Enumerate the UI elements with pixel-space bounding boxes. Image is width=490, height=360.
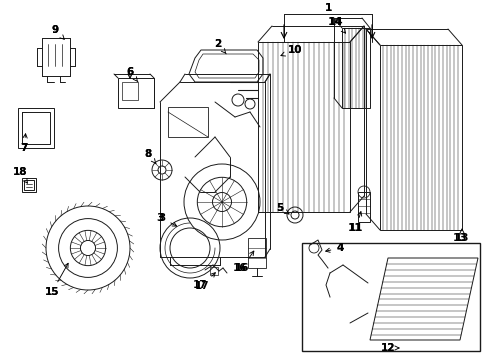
Text: 13: 13 <box>455 229 469 243</box>
Text: 12: 12 <box>381 343 395 353</box>
Text: 15: 15 <box>45 263 68 297</box>
Text: 7: 7 <box>20 143 28 153</box>
Text: 14: 14 <box>329 17 345 33</box>
Text: 15: 15 <box>45 287 59 297</box>
Text: 16: 16 <box>233 263 247 273</box>
Text: 3: 3 <box>156 213 164 223</box>
Text: 8: 8 <box>145 149 156 164</box>
Text: 11: 11 <box>349 212 363 233</box>
Text: 9: 9 <box>51 25 64 39</box>
Text: 8: 8 <box>145 149 151 159</box>
Text: 14: 14 <box>328 17 343 27</box>
Text: 17: 17 <box>193 280 207 290</box>
Bar <box>258 42 350 212</box>
Text: 7: 7 <box>20 134 28 153</box>
Text: 5: 5 <box>276 203 284 213</box>
Bar <box>118 78 154 108</box>
Text: 2: 2 <box>215 39 226 54</box>
Text: 4: 4 <box>326 243 343 253</box>
Bar <box>302 243 480 351</box>
Bar <box>210 267 218 275</box>
Text: 4: 4 <box>336 243 343 253</box>
Text: 11: 11 <box>348 223 362 233</box>
Text: 10: 10 <box>281 45 302 56</box>
Text: 1: 1 <box>324 3 332 13</box>
Text: 1: 1 <box>324 3 332 13</box>
Text: 5: 5 <box>276 203 289 214</box>
Bar <box>18 108 54 148</box>
Text: 6: 6 <box>126 67 138 82</box>
Text: 18: 18 <box>13 167 27 183</box>
Bar <box>22 112 50 144</box>
Text: 2: 2 <box>215 39 221 49</box>
Bar <box>24 180 34 190</box>
Text: 10: 10 <box>288 45 302 55</box>
Text: 18: 18 <box>13 167 27 177</box>
Bar <box>380 45 462 230</box>
Bar <box>342 28 370 108</box>
Bar <box>168 107 208 137</box>
Text: 3: 3 <box>158 213 177 226</box>
Bar <box>248 238 266 268</box>
Text: 9: 9 <box>51 25 59 35</box>
Bar <box>122 82 138 100</box>
Bar <box>22 178 36 192</box>
Text: 6: 6 <box>126 67 134 77</box>
Text: 13: 13 <box>453 233 467 243</box>
Text: 16: 16 <box>235 251 254 273</box>
Text: 12: 12 <box>381 343 399 353</box>
Bar <box>358 192 370 222</box>
Text: 17: 17 <box>195 273 215 291</box>
